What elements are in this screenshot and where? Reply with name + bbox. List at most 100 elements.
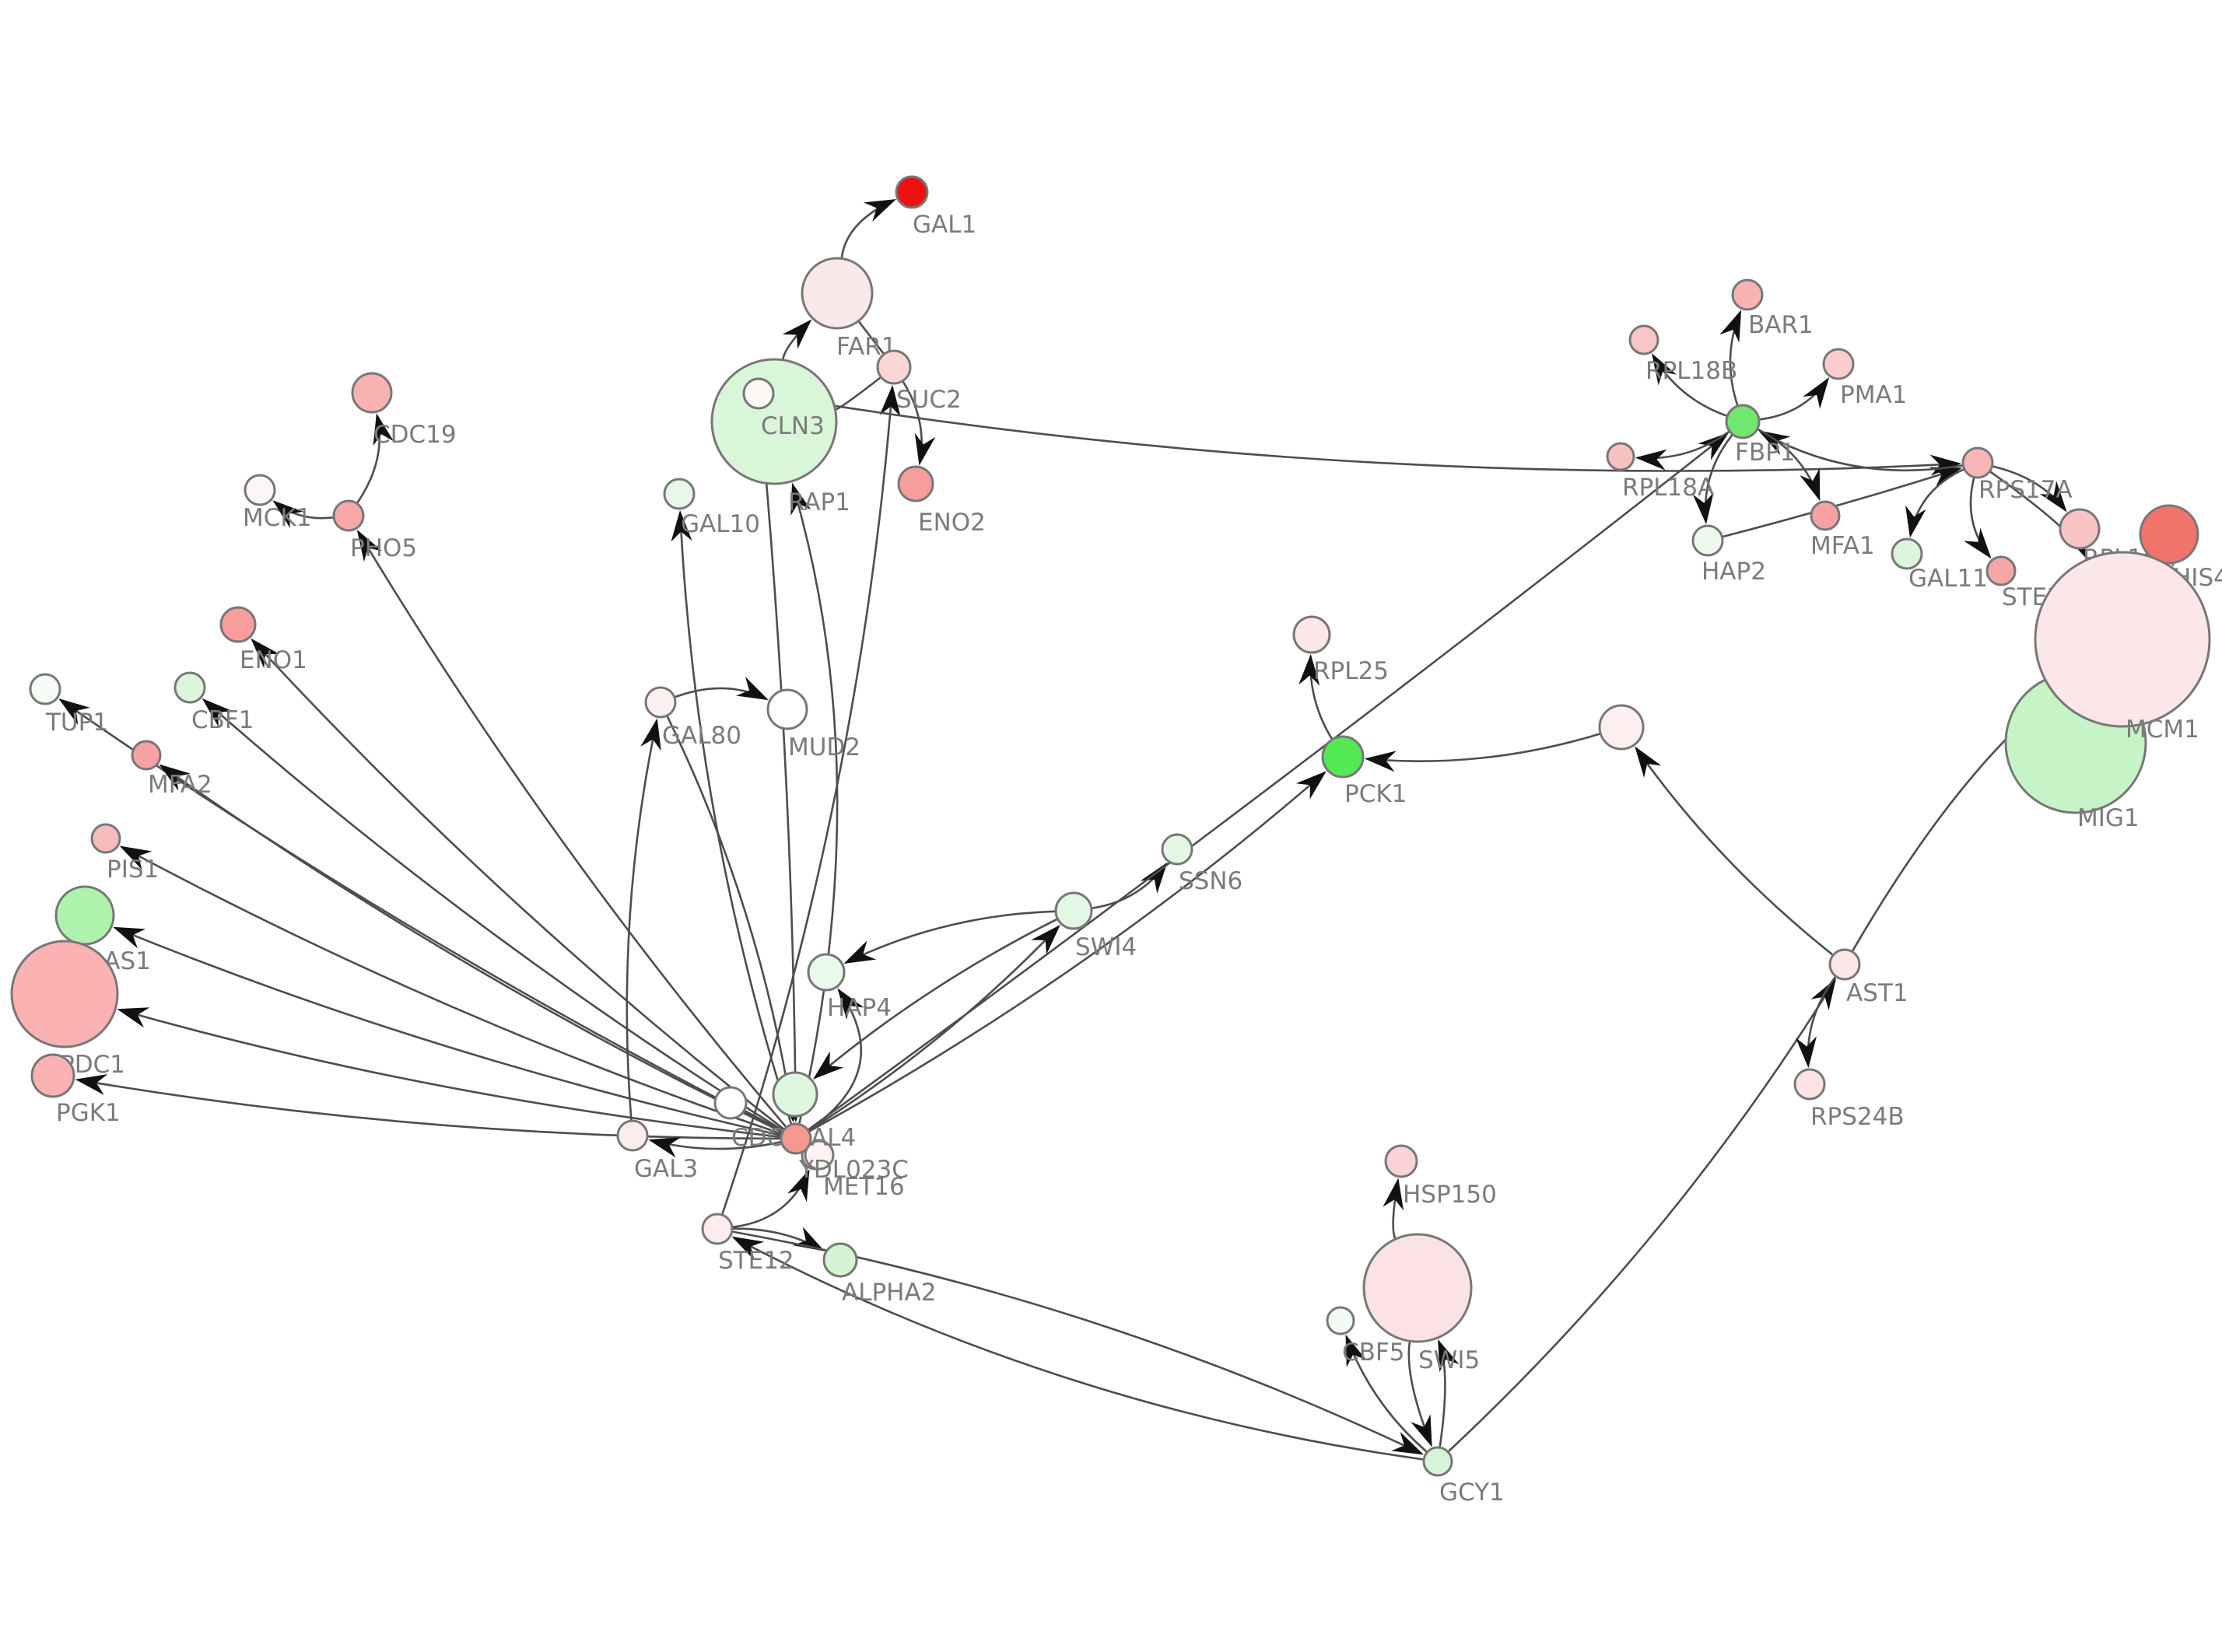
node-green2[interactable] xyxy=(772,1071,818,1118)
edge-gal4-pho5[interactable] xyxy=(356,529,787,1128)
node-hsp150[interactable] xyxy=(1384,1144,1418,1178)
node-mck1[interactable] xyxy=(244,474,276,506)
node-mud2[interactable] xyxy=(766,688,808,730)
edge-gal4-swi4[interactable] xyxy=(808,924,1060,1132)
edge-swi4-ssn6[interactable] xyxy=(1092,862,1168,909)
edge-pck1-rpl25[interactable] xyxy=(1299,653,1334,740)
edge-ste12-alpha2[interactable] xyxy=(732,1227,825,1251)
edge-fbp1-rpl18b[interactable] xyxy=(1652,353,1727,417)
edge-far1-suc2[interactable] xyxy=(857,320,885,355)
node-rap1[interactable] xyxy=(742,377,775,410)
node-gal3[interactable] xyxy=(616,1119,649,1152)
edge-hap2-rps17a[interactable] xyxy=(1723,467,1963,538)
node-cdc6[interactable] xyxy=(713,1086,748,1120)
edge-gal4-gal3[interactable] xyxy=(648,1137,781,1158)
node-pgk1[interactable] xyxy=(30,1053,75,1098)
node-pck1[interactable] xyxy=(1321,735,1365,779)
node-cbf5[interactable] xyxy=(1326,1306,1355,1335)
node-gal11[interactable] xyxy=(1891,537,1923,570)
edge-ast1-unl1[interactable] xyxy=(1635,746,1834,956)
node-mfa2[interactable] xyxy=(131,740,162,771)
edge-rap1-rps17a[interactable] xyxy=(773,395,1962,476)
edge-rap1-gal4[interactable] xyxy=(759,408,807,1123)
edge-gal4-pck1[interactable] xyxy=(808,771,1327,1132)
node-ast1[interactable] xyxy=(1828,948,1861,981)
node-ssn6[interactable] xyxy=(1161,833,1193,866)
node-eno1[interactable] xyxy=(219,606,257,643)
edge-gal4-mfa2[interactable] xyxy=(159,764,783,1133)
edge-fbp1-rpl18a[interactable] xyxy=(1635,430,1730,471)
node-fbp1[interactable] xyxy=(1725,404,1761,439)
edge-gal4-fbp1[interactable] xyxy=(808,432,1730,1131)
node-his4[interactable] xyxy=(2139,504,2199,565)
edge-pho5-mck1[interactable] xyxy=(272,500,334,528)
node-hap2[interactable] xyxy=(1691,524,1724,557)
node-rpl18b[interactable] xyxy=(1628,324,1659,355)
edge-gcy1-ast1[interactable] xyxy=(1448,978,1837,1452)
node-gal1[interactable] xyxy=(895,175,929,209)
node-swi5[interactable] xyxy=(1362,1233,1473,1343)
edge-rps17a-gal11[interactable] xyxy=(1905,468,1964,538)
edge-cln3-suc2[interactable] xyxy=(836,376,881,411)
node-pho5[interactable] xyxy=(332,499,365,532)
edge-gcy1-swi5[interactable] xyxy=(1438,1339,1460,1447)
edge-gal4-cbf1[interactable] xyxy=(202,698,783,1132)
node-ste2[interactable] xyxy=(1985,555,2017,586)
edge-ste12-suc2[interactable] xyxy=(721,384,901,1215)
edge-ste12-met16[interactable] xyxy=(732,1169,810,1228)
edge-swi4-hap4[interactable] xyxy=(843,910,1056,964)
edge-ast1-rps24b[interactable] xyxy=(1796,976,1837,1069)
node-pma1[interactable] xyxy=(1822,348,1855,380)
node-tup1[interactable] xyxy=(29,673,61,705)
edge-gal4-pdc1[interactable] xyxy=(117,1007,781,1139)
node-gal10[interactable] xyxy=(663,478,696,510)
edge-fbp1-bar1[interactable] xyxy=(1719,310,1742,406)
node-unl1[interactable] xyxy=(1598,704,1645,751)
edge-rps17a-mcm1[interactable] xyxy=(1989,471,2087,559)
edge-swi5-hsp150[interactable] xyxy=(1383,1178,1404,1239)
node-rpl16a[interactable] xyxy=(2059,508,2101,550)
edge-swi5-gcy1[interactable] xyxy=(1407,1342,1432,1447)
edge-gal4-ras1[interactable] xyxy=(113,926,781,1136)
node-hap4[interactable] xyxy=(807,953,846,992)
node-far1[interactable] xyxy=(801,257,874,330)
edge-gal4-tup1[interactable] xyxy=(58,698,783,1133)
edge-gal4-gal10[interactable] xyxy=(671,509,793,1125)
edge-swi4-green2[interactable] xyxy=(812,918,1058,1080)
edge-suc2-eno2[interactable] xyxy=(902,380,936,466)
edge-fbp1-mfa1[interactable] xyxy=(1758,428,1821,502)
node-gal80[interactable] xyxy=(644,686,677,719)
edge-gal80-gal4[interactable] xyxy=(666,716,800,1123)
edge-pho5-cdc19[interactable] xyxy=(356,413,394,504)
edge-gal4-pis1[interactable] xyxy=(119,845,782,1135)
node-ste12[interactable] xyxy=(701,1213,734,1245)
edge-rps17a-rpl16a[interactable] xyxy=(1992,465,2067,513)
node-ydl023c[interactable] xyxy=(804,1139,835,1171)
edge-gal3-gal80[interactable] xyxy=(626,718,661,1121)
node-suc2[interactable] xyxy=(876,349,912,385)
node-swi4[interactable] xyxy=(1054,891,1093,930)
edge-gal80-mud2[interactable] xyxy=(675,677,769,701)
node-pdc1[interactable] xyxy=(10,940,119,1048)
node-cdc19[interactable] xyxy=(351,372,393,414)
node-gcy1[interactable] xyxy=(1422,1446,1453,1477)
edge-unl1-pck1[interactable] xyxy=(1364,733,1600,772)
node-alpha2[interactable] xyxy=(822,1242,858,1278)
node-ras1[interactable] xyxy=(54,885,115,946)
node-eno2[interactable] xyxy=(897,465,934,502)
edge-gal4-eno1[interactable] xyxy=(251,638,785,1130)
node-mfa1[interactable] xyxy=(1810,500,1841,531)
node-gal4[interactable] xyxy=(780,1122,812,1155)
node-cbf1[interactable] xyxy=(173,671,206,704)
node-rpl25[interactable] xyxy=(1292,615,1331,654)
edge-fbp1-pma1[interactable] xyxy=(1759,377,1830,421)
node-mcm1[interactable] xyxy=(2034,551,2211,728)
node-bar1[interactable] xyxy=(1731,278,1764,311)
node-rps17a[interactable] xyxy=(1961,446,1994,479)
node-rpl18a[interactable] xyxy=(1606,442,1635,471)
edge-gal4-cln3[interactable] xyxy=(790,482,839,1124)
edge-rps17a-ste2[interactable] xyxy=(1964,478,1992,559)
node-rps24b[interactable] xyxy=(1793,1068,1826,1101)
edge-gal4-cdc6[interactable] xyxy=(744,1109,783,1132)
edge-fbp1-hap2[interactable] xyxy=(1692,434,1733,525)
